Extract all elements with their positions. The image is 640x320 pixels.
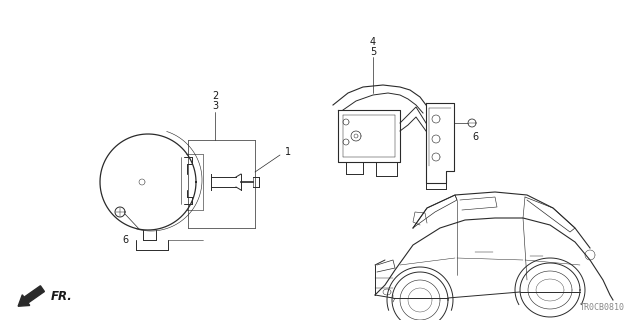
Polygon shape	[18, 286, 44, 306]
Text: 4: 4	[370, 37, 376, 47]
Text: TR0CB0810: TR0CB0810	[580, 303, 625, 312]
Text: 6: 6	[122, 235, 128, 245]
Text: 1: 1	[285, 147, 291, 157]
Text: FR.: FR.	[51, 290, 73, 302]
Text: 3: 3	[212, 101, 218, 111]
Text: 2: 2	[212, 91, 218, 101]
Text: 6: 6	[472, 132, 478, 142]
Text: 5: 5	[370, 47, 376, 57]
